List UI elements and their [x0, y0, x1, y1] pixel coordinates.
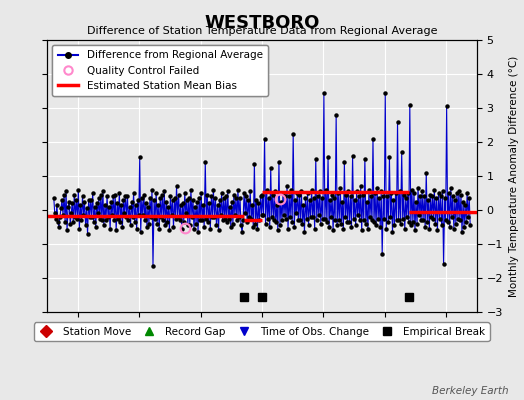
Y-axis label: Monthly Temperature Anomaly Difference (°C): Monthly Temperature Anomaly Difference (…	[509, 55, 519, 297]
Legend: Difference from Regional Average, Quality Control Failed, Estimated Station Mean: Difference from Regional Average, Qualit…	[52, 45, 268, 96]
Legend: Station Move, Record Gap, Time of Obs. Change, Empirical Break: Station Move, Record Gap, Time of Obs. C…	[35, 322, 489, 341]
Text: Difference of Station Temperature Data from Regional Average: Difference of Station Temperature Data f…	[87, 26, 437, 36]
Text: Berkeley Earth: Berkeley Earth	[432, 386, 508, 396]
Text: WESTBORO: WESTBORO	[204, 14, 320, 32]
